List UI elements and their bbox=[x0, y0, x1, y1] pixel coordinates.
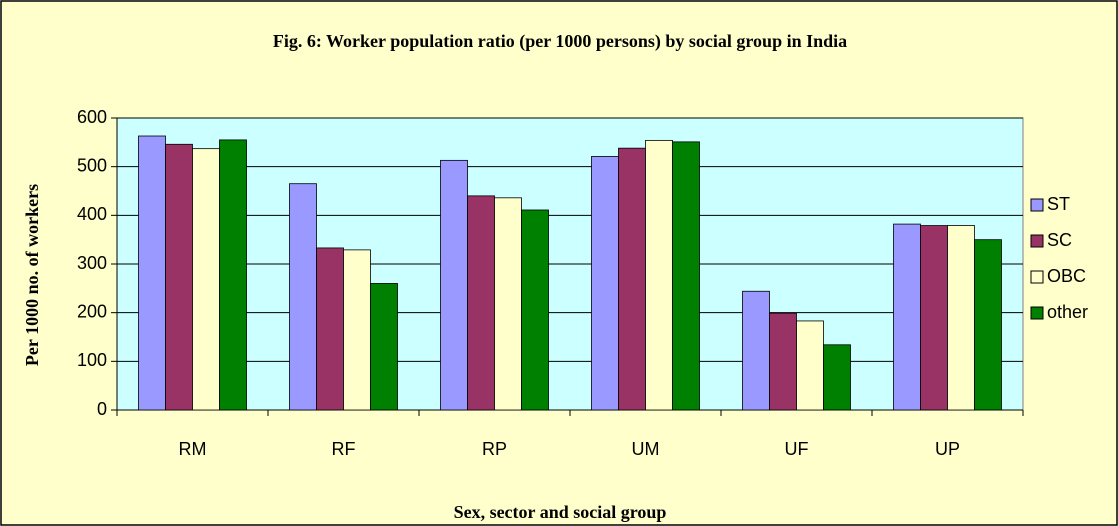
bar bbox=[219, 139, 247, 411]
bar bbox=[343, 249, 371, 411]
legend-label: OBC bbox=[1047, 266, 1086, 286]
y-tick-label: 100 bbox=[77, 350, 107, 370]
bar bbox=[742, 290, 770, 411]
legend-label: other bbox=[1047, 302, 1088, 322]
bar bbox=[618, 147, 646, 411]
bar bbox=[494, 197, 522, 411]
y-tick-label: 500 bbox=[77, 155, 107, 175]
x-tick-label: UF bbox=[785, 439, 809, 459]
legend-swatch bbox=[1030, 270, 1044, 284]
x-tick-label: RM bbox=[179, 439, 207, 459]
bar bbox=[974, 239, 1002, 411]
y-tick-label: 400 bbox=[77, 204, 107, 224]
bar bbox=[370, 283, 398, 411]
x-axis-label: Sex, sector and social group bbox=[454, 502, 667, 522]
y-tick-label: 300 bbox=[77, 253, 107, 273]
bar bbox=[591, 156, 619, 411]
legend-label: SC bbox=[1047, 230, 1072, 250]
y-tick-label: 600 bbox=[77, 107, 107, 127]
bar bbox=[947, 225, 975, 411]
x-tick-label: UM bbox=[632, 439, 660, 459]
y-tick-label: 0 bbox=[97, 399, 107, 419]
bar bbox=[823, 344, 851, 411]
bar bbox=[138, 135, 166, 411]
bar bbox=[316, 247, 344, 411]
bar bbox=[893, 223, 921, 411]
legend-swatch bbox=[1030, 198, 1044, 212]
bar bbox=[920, 225, 948, 411]
legend-swatch bbox=[1030, 234, 1044, 248]
bar bbox=[769, 312, 797, 411]
bar bbox=[467, 195, 495, 411]
x-tick-label: RP bbox=[482, 439, 507, 459]
legend-label: ST bbox=[1047, 194, 1070, 214]
legend-swatch bbox=[1030, 306, 1044, 320]
x-tick-label: UP bbox=[935, 439, 960, 459]
bar bbox=[289, 183, 317, 411]
bar bbox=[672, 141, 700, 411]
x-tick-label: RF bbox=[332, 439, 356, 459]
bar bbox=[645, 139, 673, 411]
y-axis-label: Per 1000 no. of workers bbox=[22, 184, 42, 366]
bar bbox=[165, 143, 193, 411]
y-tick-label: 200 bbox=[77, 301, 107, 321]
bar bbox=[440, 159, 468, 411]
bar bbox=[796, 320, 824, 411]
bar bbox=[521, 209, 549, 411]
chart-title: Fig. 6: Worker population ratio (per 100… bbox=[273, 31, 847, 52]
bar bbox=[192, 148, 220, 411]
